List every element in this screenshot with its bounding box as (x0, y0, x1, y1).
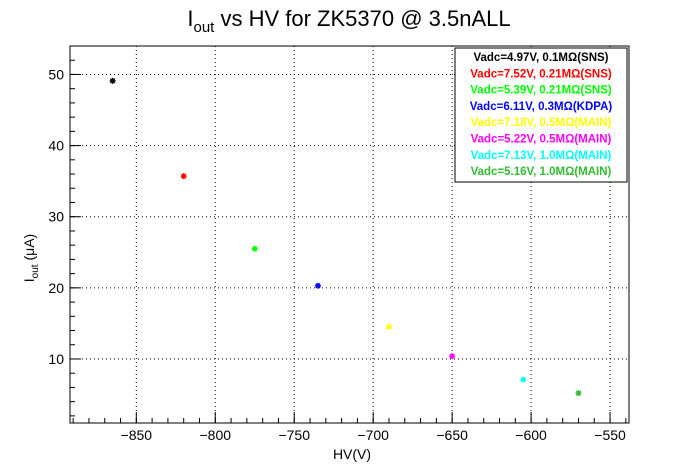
y-tick-label: 30 (48, 209, 64, 225)
y-tick-label: 20 (48, 280, 64, 296)
legend-entry: Vadc=6.11V, 0.3MΩ(KDPA) (470, 101, 613, 113)
x-tick-label: −550 (594, 427, 626, 443)
legend-entry: Vadc=5.22V, 0.5MΩ(MAIN) (471, 134, 612, 146)
legend-entry: Vadc=7.18V, 0.5MΩ(MAIN) (471, 117, 612, 129)
data-point (109, 77, 116, 84)
legend-entry: Vadc=7.52V, 0.21MΩ(SNS) (470, 68, 612, 80)
x-tick-label: −650 (436, 427, 468, 443)
legend-entry: Vadc=5.39V, 0.21MΩ(SNS) (470, 85, 612, 97)
data-point (520, 376, 527, 383)
y-axis-label: Iout (μA) (21, 234, 41, 282)
x-tick-label: −800 (200, 427, 232, 443)
axis-ticks (70, 45, 627, 423)
data-point (385, 323, 392, 330)
plot-frame (69, 45, 630, 424)
x-tick-label: −700 (357, 427, 389, 443)
data-points (109, 77, 582, 397)
data-point (251, 245, 258, 252)
legend-entry: Vadc=7.13V, 1.0MΩ(MAIN) (471, 150, 612, 162)
legend-box (454, 47, 628, 183)
data-point (575, 390, 582, 397)
x-tick-labels: −850 −800 −750 −700 −650 −600 −550 (121, 427, 626, 443)
y-tick-label: 10 (48, 351, 64, 367)
y-tick-label: 40 (48, 138, 64, 154)
y-tick-labels: 10 20 30 40 50 (48, 66, 64, 367)
x-axis-label: HV(V) (333, 446, 371, 462)
data-point (314, 282, 321, 289)
y-tick-label: 50 (48, 66, 64, 82)
x-tick-label: −850 (121, 427, 153, 443)
legend: Vadc=4.97V, 0.1MΩ(SNS) Vadc=7.52V, 0.21MΩ… (454, 47, 628, 183)
grid (70, 46, 629, 423)
legend-entry: Vadc=4.97V, 0.1MΩ(SNS) (473, 52, 608, 64)
x-tick-label: −600 (515, 427, 547, 443)
x-tick-label: −750 (278, 427, 310, 443)
chart-title: Iout vs HV for ZK5370 @ 3.5nALL (187, 6, 510, 36)
data-point (449, 353, 456, 360)
data-point (180, 173, 187, 180)
legend-entry: Vadc=5.16V, 1.0MΩ(MAIN) (471, 166, 612, 178)
